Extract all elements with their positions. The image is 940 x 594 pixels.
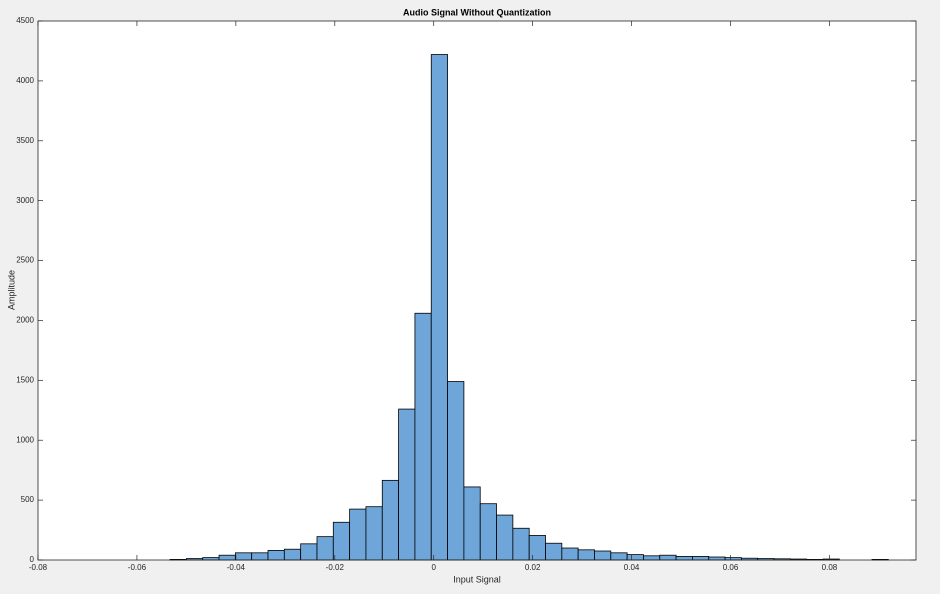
bar — [643, 555, 661, 561]
y-tick-label: 1500 — [16, 375, 34, 384]
bar — [561, 547, 579, 561]
bar — [349, 508, 367, 561]
x-tick-label: -0.02 — [326, 563, 345, 572]
bar — [626, 554, 644, 561]
bar — [708, 556, 726, 561]
bar — [512, 527, 530, 561]
bar — [398, 408, 416, 561]
y-tick-label: 3000 — [16, 196, 34, 205]
x-tick-label: 0.04 — [624, 563, 640, 572]
bar — [463, 486, 481, 561]
bar — [365, 506, 383, 561]
x-tick-label: 0.02 — [525, 563, 541, 572]
x-tick-label: -0.08 — [29, 563, 48, 572]
bar — [300, 543, 318, 561]
y-tick-label: 3500 — [16, 136, 34, 145]
chart-title: Audio Signal Without Quantization — [403, 7, 551, 17]
bar — [430, 54, 448, 561]
y-tick-label: 4000 — [16, 76, 34, 85]
bar — [496, 514, 514, 561]
x-tick-label: 0 — [431, 563, 436, 572]
y-tick-label: 1000 — [16, 435, 34, 444]
x-tick-label: -0.06 — [128, 563, 147, 572]
bar — [251, 552, 269, 561]
bar — [528, 535, 546, 561]
bar — [692, 556, 710, 561]
bar — [659, 554, 677, 561]
bar — [332, 521, 351, 561]
axes-box — [37, 20, 917, 561]
y-tick-label: 2500 — [16, 256, 34, 265]
bar — [316, 536, 334, 561]
y-axis-label: Amplitude — [6, 270, 16, 310]
y-tick-label: 2000 — [16, 316, 34, 325]
x-tick-label: 0.06 — [723, 563, 739, 572]
bar — [414, 312, 432, 561]
x-tick-label: 0.08 — [822, 563, 838, 572]
bar — [218, 554, 236, 561]
x-axis-label: Input Signal — [453, 574, 501, 584]
y-tick-label: 0 — [30, 555, 35, 564]
bar — [447, 381, 465, 561]
bar — [479, 503, 497, 561]
bar — [283, 548, 302, 561]
y-tick-label: 4500 — [16, 16, 34, 25]
bar — [577, 549, 595, 561]
bar — [610, 552, 628, 561]
bar — [594, 550, 612, 561]
bar — [381, 479, 399, 561]
x-tick-label: -0.04 — [227, 563, 246, 572]
y-tick-label: 500 — [21, 495, 35, 504]
bar — [545, 542, 563, 561]
bar — [267, 550, 285, 561]
bar — [675, 556, 693, 561]
bar — [234, 552, 253, 561]
plot-area — [38, 21, 916, 560]
